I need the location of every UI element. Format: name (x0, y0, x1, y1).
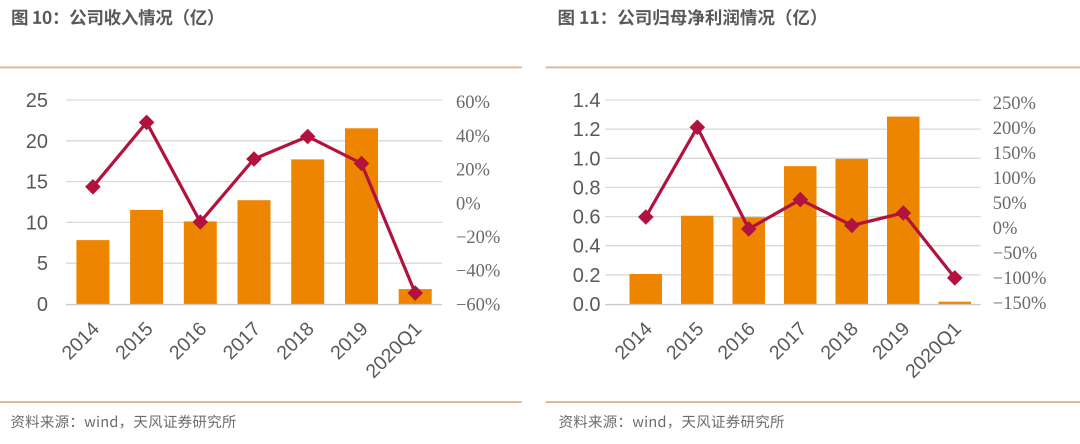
svg-text:60%: 60% (456, 93, 490, 113)
svg-text:25: 25 (26, 90, 48, 112)
svg-text:−60%: −60% (456, 295, 500, 315)
svg-text:0.2: 0.2 (573, 265, 601, 287)
svg-text:0%: 0% (993, 219, 1018, 239)
svg-text:150%: 150% (993, 144, 1036, 164)
svg-text:0.0: 0.0 (573, 294, 601, 316)
svg-text:50%: 50% (993, 194, 1027, 214)
svg-text:0.4: 0.4 (573, 236, 601, 258)
svg-text:200%: 200% (993, 119, 1036, 139)
svg-text:−20%: −20% (456, 228, 500, 248)
svg-text:250%: 250% (993, 94, 1036, 114)
svg-text:20: 20 (26, 131, 48, 153)
svg-text:−50%: −50% (993, 244, 1037, 264)
svg-text:1.4: 1.4 (573, 90, 601, 112)
svg-text:40%: 40% (456, 127, 490, 147)
svg-text:1.2: 1.2 (573, 119, 601, 141)
svg-text:5: 5 (37, 253, 48, 275)
svg-text:1.0: 1.0 (573, 148, 601, 170)
svg-text:0%: 0% (456, 194, 481, 214)
svg-text:20%: 20% (456, 161, 490, 181)
svg-text:0: 0 (37, 294, 48, 316)
svg-text:−40%: −40% (456, 262, 500, 282)
svg-text:10: 10 (26, 212, 48, 234)
svg-text:15: 15 (26, 172, 48, 194)
svg-text:0.8: 0.8 (573, 177, 601, 199)
svg-text:100%: 100% (993, 169, 1036, 189)
svg-text:0.6: 0.6 (573, 207, 601, 229)
svg-text:−100%: −100% (993, 269, 1047, 289)
svg-text:−150%: −150% (993, 294, 1047, 314)
